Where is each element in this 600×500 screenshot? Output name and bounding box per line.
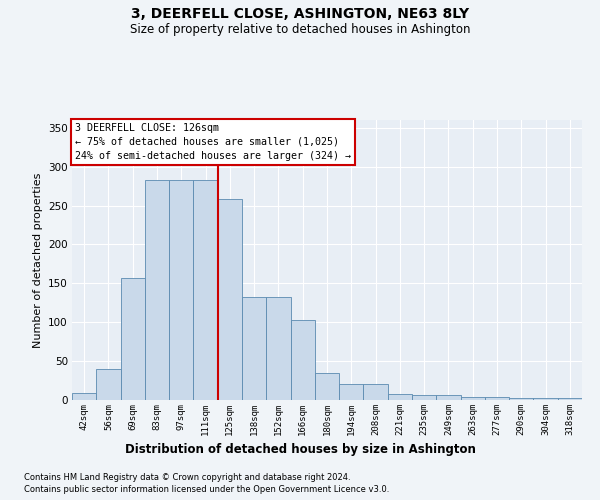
Bar <box>558 398 582 400</box>
Bar <box>193 180 218 400</box>
Bar <box>290 320 315 400</box>
Bar <box>509 398 533 400</box>
Text: Contains public sector information licensed under the Open Government Licence v3: Contains public sector information licen… <box>24 485 389 494</box>
Bar <box>145 180 169 400</box>
Bar <box>169 180 193 400</box>
Text: 3, DEERFELL CLOSE, ASHINGTON, NE63 8LY: 3, DEERFELL CLOSE, ASHINGTON, NE63 8LY <box>131 8 469 22</box>
Bar <box>96 369 121 400</box>
Bar <box>388 394 412 400</box>
Bar <box>436 396 461 400</box>
Text: Size of property relative to detached houses in Ashington: Size of property relative to detached ho… <box>130 22 470 36</box>
Bar <box>412 396 436 400</box>
Bar <box>315 373 339 400</box>
Y-axis label: Number of detached properties: Number of detached properties <box>32 172 43 348</box>
Bar <box>242 296 266 400</box>
Text: 3 DEERFELL CLOSE: 126sqm
← 75% of detached houses are smaller (1,025)
24% of sem: 3 DEERFELL CLOSE: 126sqm ← 75% of detach… <box>74 123 350 161</box>
Bar <box>485 397 509 400</box>
Bar <box>364 384 388 400</box>
Bar <box>121 278 145 400</box>
Bar <box>72 393 96 400</box>
Text: Distribution of detached houses by size in Ashington: Distribution of detached houses by size … <box>125 442 475 456</box>
Bar <box>266 296 290 400</box>
Bar <box>461 397 485 400</box>
Bar <box>533 398 558 400</box>
Bar <box>218 200 242 400</box>
Text: Contains HM Land Registry data © Crown copyright and database right 2024.: Contains HM Land Registry data © Crown c… <box>24 472 350 482</box>
Bar <box>339 384 364 400</box>
